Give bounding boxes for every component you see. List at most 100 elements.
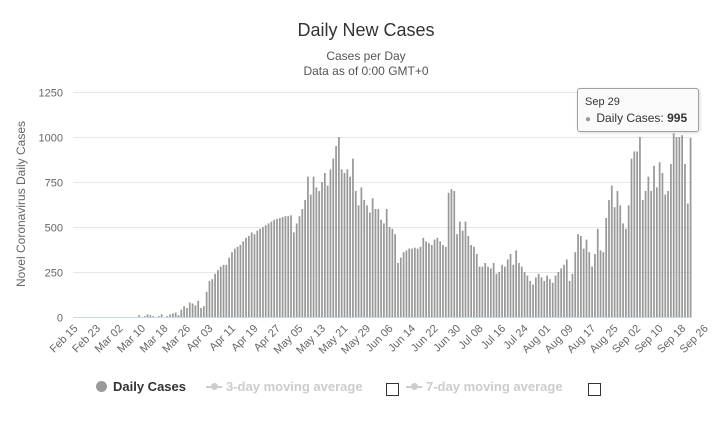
bar[interactable] [655, 187, 658, 317]
bar[interactable] [571, 273, 574, 317]
bar[interactable] [214, 273, 216, 317]
bar[interactable] [354, 191, 357, 317]
bar[interactable] [557, 272, 560, 317]
bar[interactable] [397, 263, 399, 317]
bar[interactable] [329, 169, 332, 317]
bar[interactable] [295, 223, 298, 317]
legend-item-3-day-average[interactable]: 3-day moving average [206, 379, 363, 394]
bar[interactable] [276, 218, 278, 317]
bar[interactable] [579, 236, 582, 317]
bar[interactable] [374, 209, 377, 317]
bar[interactable] [338, 137, 340, 317]
bar[interactable] [565, 259, 568, 317]
bar[interactable] [413, 247, 416, 317]
bar[interactable] [647, 176, 650, 317]
bar[interactable] [551, 282, 554, 317]
bar[interactable] [487, 266, 489, 317]
bar[interactable] [247, 236, 250, 317]
bar[interactable] [675, 137, 678, 317]
bar[interactable] [186, 308, 188, 317]
bar[interactable] [577, 234, 579, 317]
bar[interactable] [250, 232, 253, 317]
bar[interactable] [335, 146, 337, 317]
bar[interactable] [281, 217, 284, 317]
bar[interactable] [619, 205, 622, 317]
bar[interactable] [664, 194, 667, 317]
bar[interactable] [560, 268, 563, 317]
bar[interactable] [360, 187, 363, 317]
bar[interactable] [602, 252, 605, 317]
bar[interactable] [352, 158, 354, 317]
bar[interactable] [653, 165, 655, 317]
bar[interactable] [245, 237, 247, 317]
bar[interactable] [596, 228, 599, 317]
bar[interactable] [447, 192, 450, 317]
bar[interactable] [380, 219, 382, 317]
bar[interactable] [208, 281, 211, 317]
bar[interactable] [166, 316, 169, 317]
bar[interactable] [298, 216, 301, 317]
bar[interactable] [453, 191, 456, 317]
bar[interactable] [197, 300, 200, 317]
bar[interactable] [473, 246, 475, 317]
bar[interactable] [686, 203, 689, 317]
bar[interactable] [287, 216, 290, 317]
bar[interactable] [509, 254, 512, 317]
checkbox-3-day-average[interactable] [386, 383, 399, 396]
bar[interactable] [160, 314, 163, 317]
bar[interactable] [622, 223, 624, 317]
bar[interactable] [371, 198, 374, 317]
bar[interactable] [484, 263, 487, 317]
bar[interactable] [506, 259, 509, 317]
bar[interactable] [363, 200, 366, 317]
bar[interactable] [388, 227, 391, 317]
bar[interactable] [554, 275, 557, 317]
bar[interactable] [574, 252, 577, 317]
bar[interactable] [456, 234, 458, 317]
bar[interactable] [146, 314, 149, 317]
bar[interactable] [470, 245, 472, 317]
bar[interactable] [284, 216, 287, 317]
bar[interactable] [450, 189, 453, 317]
bar[interactable] [180, 309, 183, 317]
bar[interactable] [540, 277, 543, 317]
bar[interactable] [644, 191, 647, 317]
bar[interactable] [172, 313, 174, 317]
bar[interactable] [402, 252, 405, 317]
bar[interactable] [591, 266, 593, 317]
bar[interactable] [312, 176, 315, 317]
bar[interactable] [399, 257, 402, 317]
bar[interactable] [326, 185, 329, 317]
bar[interactable] [501, 264, 503, 317]
bar[interactable] [239, 245, 242, 317]
bar[interactable] [489, 268, 492, 317]
bar[interactable] [599, 250, 602, 317]
bar[interactable] [377, 209, 380, 317]
bar[interactable] [518, 263, 520, 317]
bar[interactable] [684, 164, 686, 317]
bar[interactable] [169, 314, 171, 317]
bar[interactable] [661, 173, 664, 317]
bar[interactable] [667, 191, 669, 317]
bar[interactable] [138, 315, 140, 317]
bar[interactable] [461, 230, 464, 317]
bar[interactable] [419, 246, 422, 317]
bar[interactable] [233, 248, 236, 317]
bar[interactable] [340, 169, 343, 317]
bar[interactable] [304, 200, 306, 317]
legend-item-daily-cases[interactable]: Daily Cases [96, 379, 186, 394]
bar[interactable] [270, 221, 273, 317]
bar[interactable] [143, 316, 146, 317]
bar[interactable] [157, 316, 160, 317]
bar[interactable] [585, 239, 588, 317]
bar[interactable] [636, 151, 638, 317]
bar[interactable] [383, 223, 385, 317]
bar[interactable] [481, 266, 484, 317]
bar[interactable] [425, 241, 427, 317]
bar[interactable] [520, 266, 523, 317]
bar[interactable] [475, 254, 478, 317]
bar[interactable] [411, 248, 413, 317]
bar[interactable] [537, 273, 540, 317]
bar[interactable] [523, 272, 526, 317]
bar[interactable] [549, 279, 551, 317]
